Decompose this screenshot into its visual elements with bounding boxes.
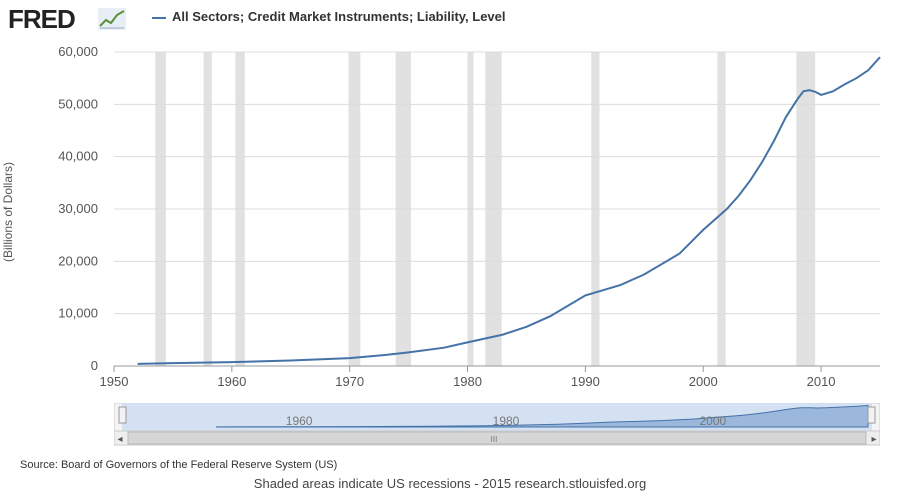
series-line[interactable] — [137, 56, 881, 365]
navigator-left-handle[interactable] — [118, 406, 127, 424]
y-tick-label: 20,000 — [58, 253, 98, 268]
recession-footnote[interactable]: Shaded areas indicate US recessions - 20… — [253, 476, 647, 491]
scroll-grip-icon: III — [491, 435, 498, 444]
x-tick-label: 1960 — [217, 374, 246, 389]
scrollbar-thumb[interactable] — [127, 431, 867, 445]
navigator-series-area — [215, 404, 869, 428]
y-tick-label: 10,000 — [58, 306, 98, 321]
fred-logo[interactable]: FRED — [8, 4, 76, 34]
scroll-left-icon[interactable]: ◂ — [117, 434, 122, 445]
y-tick-label: 40,000 — [58, 149, 98, 164]
legend-label[interactable]: All Sectors; Credit Market Instruments; … — [172, 9, 506, 24]
range-navigator[interactable]: 1960 1980 2000 ◂ ▸ III — [114, 403, 880, 447]
x-tick-label: 1970 — [335, 374, 364, 389]
navigator-right-handle[interactable] — [867, 406, 876, 424]
y-tick-label: 30,000 — [58, 201, 98, 216]
x-tick-label: 1990 — [571, 374, 600, 389]
line-chart-icon — [98, 8, 126, 30]
x-tick-label: 2010 — [807, 374, 836, 389]
x-tick-label: 1950 — [100, 374, 129, 389]
legend-swatch — [152, 17, 166, 19]
source-note: Source: Board of Governors of the Federa… — [20, 459, 338, 471]
scroll-right-icon[interactable]: ▸ — [871, 434, 876, 445]
y-tick-label: 0 — [91, 358, 98, 373]
y-tick-label: 50,000 — [58, 96, 98, 111]
x-tick-label: 2000 — [689, 374, 718, 389]
chart-header: FRED All Sectors; Credit Market Instrume… — [0, 0, 900, 36]
x-tick-label: 1980 — [453, 374, 482, 389]
navigator-label: 1980 — [493, 414, 520, 428]
line-chart[interactable]: 0 10,000 20,000 30,000 40,000 50,000 60,000 195… — [0, 36, 900, 396]
y-tick-label: 60,000 — [58, 44, 98, 59]
navigator-label: 2000 — [700, 414, 727, 428]
navigator-label: 1960 — [286, 414, 313, 428]
